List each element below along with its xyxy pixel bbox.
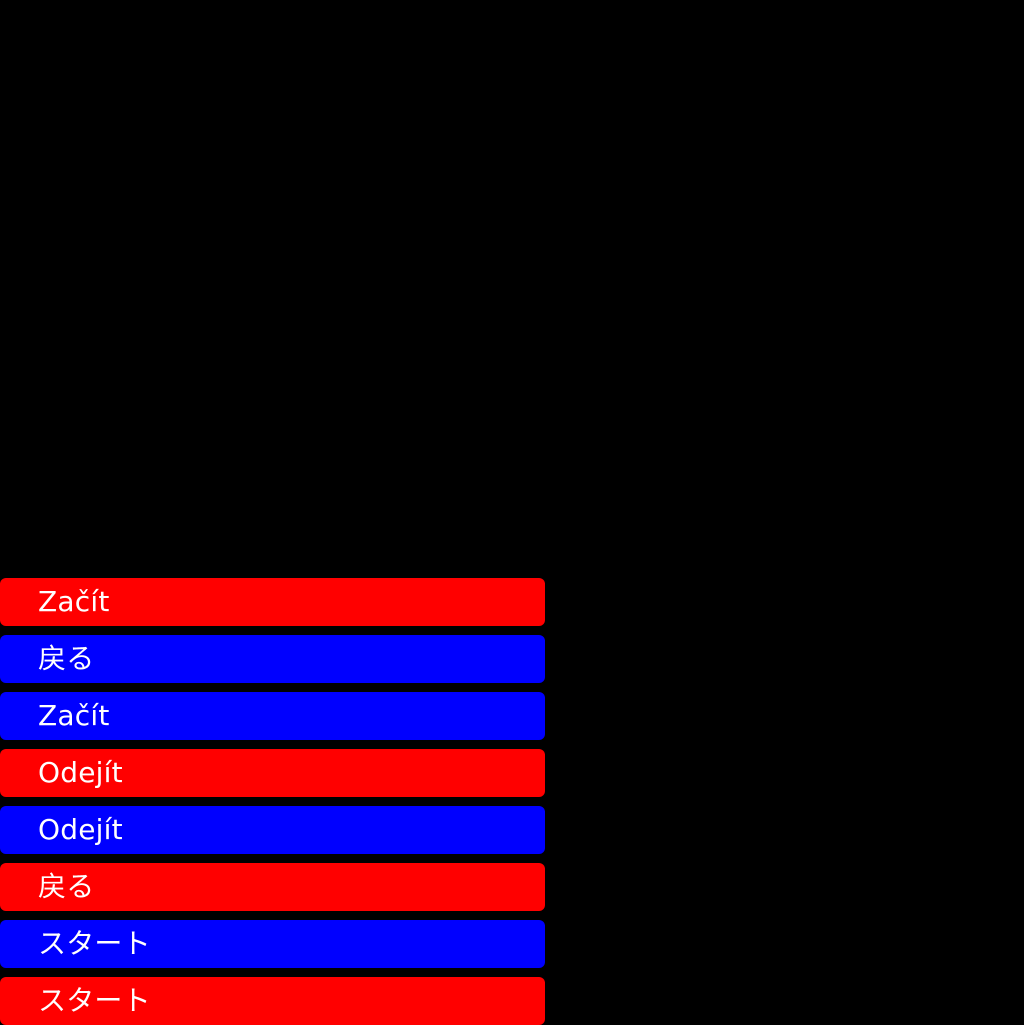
button-label: Odejít bbox=[38, 813, 123, 846]
button-sutato-blue-1[interactable]: スタート bbox=[0, 920, 545, 968]
button-label: Začít bbox=[38, 585, 110, 618]
button-zacit-red-1[interactable]: Začít bbox=[0, 578, 545, 626]
button-label: Začít bbox=[38, 699, 110, 732]
button-label: Odejít bbox=[38, 756, 123, 789]
button-label: 戻る bbox=[38, 642, 95, 675]
button-odejit-blue-1[interactable]: Odejít bbox=[0, 806, 545, 854]
button-label: 戻る bbox=[38, 870, 95, 903]
button-odejit-red-1[interactable]: Odejít bbox=[0, 749, 545, 797]
button-stack: Začít 戻る Začít Odejít Odejít 戻る スタート スター… bbox=[0, 578, 545, 1025]
button-label: スタート bbox=[38, 927, 151, 960]
button-sutato-red-1[interactable]: スタート bbox=[0, 977, 545, 1025]
button-modoru-red-1[interactable]: 戻る bbox=[0, 863, 545, 911]
button-zacit-blue-1[interactable]: Začít bbox=[0, 692, 545, 740]
button-modoru-blue-1[interactable]: 戻る bbox=[0, 635, 545, 683]
button-label: スタート bbox=[38, 984, 151, 1017]
